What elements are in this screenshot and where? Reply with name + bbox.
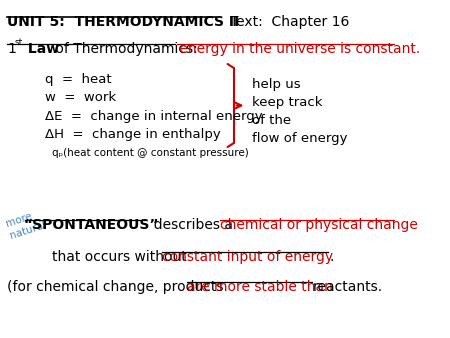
Text: chemical or physical change: chemical or physical change bbox=[220, 218, 418, 232]
Text: energy in the universe is constant.: energy in the universe is constant. bbox=[175, 42, 420, 56]
Text: constant input of energy: constant input of energy bbox=[162, 250, 333, 264]
Text: UNIT 5:  THERMODYNAMICS II: UNIT 5: THERMODYNAMICS II bbox=[7, 15, 239, 29]
Text: qₚ(heat content @ constant pressure): qₚ(heat content @ constant pressure) bbox=[52, 148, 248, 158]
Text: .: . bbox=[329, 250, 334, 264]
Text: Law: Law bbox=[23, 42, 59, 56]
Text: help us: help us bbox=[252, 78, 300, 91]
Text: (for chemical change, products: (for chemical change, products bbox=[7, 280, 224, 294]
Text: that occurs without: that occurs without bbox=[52, 250, 191, 264]
Text: w  =  work: w = work bbox=[45, 91, 116, 104]
Text: st: st bbox=[14, 38, 22, 47]
Text: are more stable than: are more stable than bbox=[187, 280, 333, 294]
Text: 1: 1 bbox=[7, 42, 16, 56]
Text: keep track: keep track bbox=[252, 96, 322, 109]
Text: reactants.: reactants. bbox=[313, 280, 383, 294]
Text: q  =  heat: q = heat bbox=[45, 73, 111, 86]
Text: Text:  Chapter 16: Text: Chapter 16 bbox=[230, 15, 350, 29]
Text: ΔE  =  change in internal energy: ΔE = change in internal energy bbox=[45, 110, 262, 123]
Text: of Thermodynamics:: of Thermodynamics: bbox=[51, 42, 207, 56]
Text: flow of energy: flow of energy bbox=[252, 132, 347, 145]
Text: describes a: describes a bbox=[144, 218, 237, 232]
Text: more
natural: more natural bbox=[4, 208, 47, 241]
Text: ΔH  =  change in enthalpy: ΔH = change in enthalpy bbox=[45, 128, 221, 141]
Text: of the: of the bbox=[252, 114, 291, 127]
Text: “SPONTANEOUS”: “SPONTANEOUS” bbox=[23, 218, 159, 232]
